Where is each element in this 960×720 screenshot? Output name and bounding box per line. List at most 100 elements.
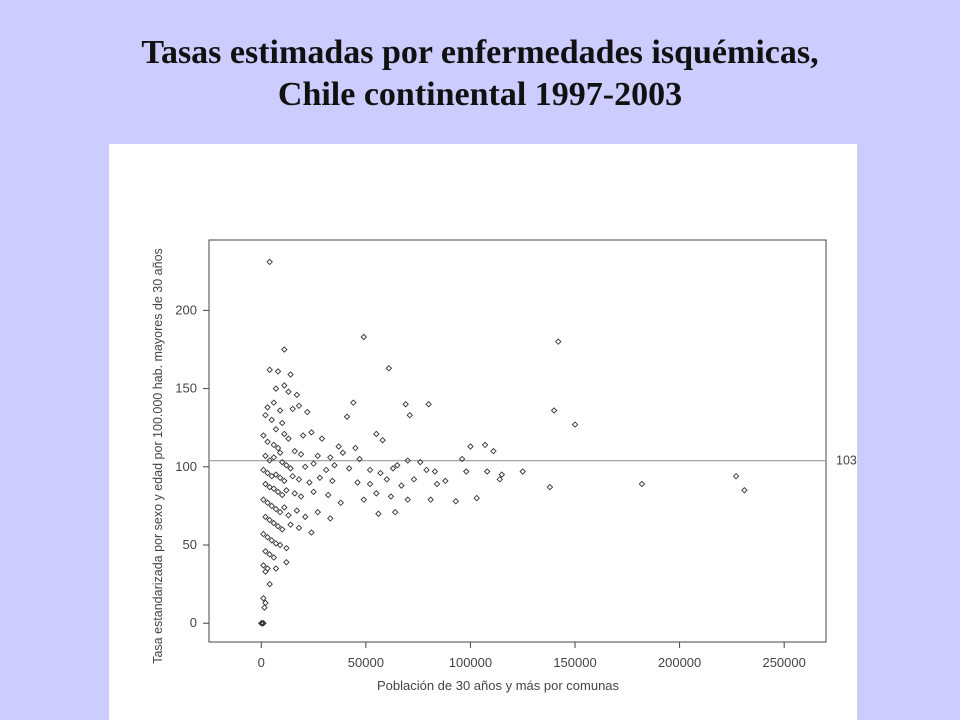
data-point xyxy=(262,480,269,488)
data-point xyxy=(291,490,298,497)
x-tick-label: 150000 xyxy=(553,655,596,670)
data-point xyxy=(496,476,503,483)
data-point xyxy=(377,469,384,477)
data-point xyxy=(366,480,374,488)
data-point xyxy=(316,474,324,481)
data-point xyxy=(327,454,334,461)
data-point xyxy=(285,435,292,442)
data-point xyxy=(281,504,288,511)
data-point xyxy=(276,508,284,516)
data-point xyxy=(442,477,449,485)
y-tick-label: 200 xyxy=(175,302,197,317)
data-point xyxy=(417,458,424,466)
data-point xyxy=(343,413,351,420)
data-point xyxy=(301,513,309,521)
data-point xyxy=(260,562,267,569)
data-point xyxy=(306,479,313,486)
x-axis: 0 50000 100000 150000 200000 250000 xyxy=(258,642,806,670)
data-point xyxy=(272,471,280,478)
data-point xyxy=(266,366,273,374)
data-point xyxy=(360,496,368,503)
data-point xyxy=(741,487,748,494)
title-line-2: Chile continental 1997-2003 xyxy=(277,76,683,113)
data-point xyxy=(291,447,298,455)
data-point xyxy=(352,444,359,452)
y-tick-label: 150 xyxy=(175,381,197,396)
data-point xyxy=(262,411,269,419)
data-point xyxy=(310,460,317,467)
data-point xyxy=(268,416,275,424)
data-point xyxy=(335,443,342,450)
data-point xyxy=(264,404,271,411)
data-point xyxy=(287,465,294,472)
data-point xyxy=(345,465,353,472)
data-point xyxy=(404,457,411,464)
data-point xyxy=(262,452,269,460)
data-point xyxy=(331,462,338,469)
data-point xyxy=(272,505,280,513)
data-point xyxy=(327,515,334,522)
x-tick-label: 50000 xyxy=(348,655,384,670)
data-point xyxy=(281,346,288,353)
data-point xyxy=(473,494,480,502)
data-point xyxy=(546,483,554,491)
data-point xyxy=(285,388,292,395)
data-point xyxy=(295,402,303,410)
data-point xyxy=(266,457,273,464)
data-point xyxy=(404,496,411,503)
y-tick-label: 0 xyxy=(190,615,197,630)
data-point xyxy=(268,537,275,544)
data-points xyxy=(258,258,748,627)
data-point xyxy=(268,502,275,510)
data-point xyxy=(272,540,280,547)
data-point xyxy=(295,476,303,483)
data-point xyxy=(274,444,282,452)
data-point xyxy=(270,399,278,406)
data-point xyxy=(281,430,288,438)
data-point xyxy=(318,435,326,442)
data-point xyxy=(360,333,368,341)
data-point xyxy=(385,365,393,372)
data-point xyxy=(270,441,278,449)
data-point xyxy=(274,523,282,530)
data-point xyxy=(394,462,401,469)
data-point xyxy=(278,419,286,427)
data-point xyxy=(467,443,474,450)
data-point xyxy=(260,619,267,627)
data-point xyxy=(285,512,292,519)
data-point xyxy=(329,477,336,485)
data-point xyxy=(281,382,288,389)
scatter-chart: 0 50 100 150 200 0 50000 100000 150000 200000 250… xyxy=(151,239,857,693)
data-point xyxy=(350,399,357,406)
data-point xyxy=(299,432,307,439)
data-point xyxy=(387,493,395,500)
data-point xyxy=(423,466,430,474)
data-point xyxy=(283,462,290,469)
data-point xyxy=(264,533,271,541)
data-point xyxy=(276,541,284,549)
data-point xyxy=(278,458,286,466)
data-point xyxy=(314,452,321,460)
data-point xyxy=(276,407,284,414)
data-point xyxy=(266,580,273,588)
data-point xyxy=(571,421,579,428)
data-point xyxy=(287,371,294,378)
data-point xyxy=(295,524,303,532)
data-point xyxy=(264,438,271,446)
data-point xyxy=(354,479,361,486)
data-point xyxy=(276,449,284,456)
plot-frame xyxy=(208,239,827,643)
data-point xyxy=(270,554,278,561)
data-point xyxy=(555,338,562,345)
chart-panel: 0 50 100 150 200 0 50000 100000 150000 200000 250… xyxy=(109,144,857,720)
data-point xyxy=(398,482,405,489)
data-point xyxy=(289,405,296,413)
data-point xyxy=(373,490,380,497)
data-point xyxy=(410,476,418,483)
data-point xyxy=(431,468,439,475)
data-point xyxy=(278,526,286,533)
data-point xyxy=(262,513,269,521)
data-point xyxy=(373,430,380,438)
data-point xyxy=(324,491,332,499)
data-point xyxy=(732,472,740,480)
